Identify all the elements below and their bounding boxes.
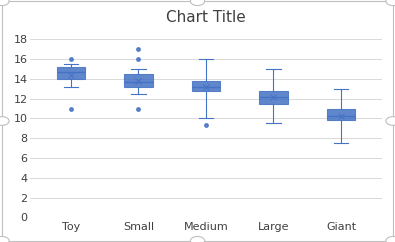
Title: Chart Title: Chart Title	[166, 10, 246, 25]
PathPatch shape	[124, 74, 152, 87]
PathPatch shape	[192, 81, 220, 91]
PathPatch shape	[327, 109, 355, 121]
PathPatch shape	[57, 67, 85, 79]
PathPatch shape	[259, 91, 288, 104]
